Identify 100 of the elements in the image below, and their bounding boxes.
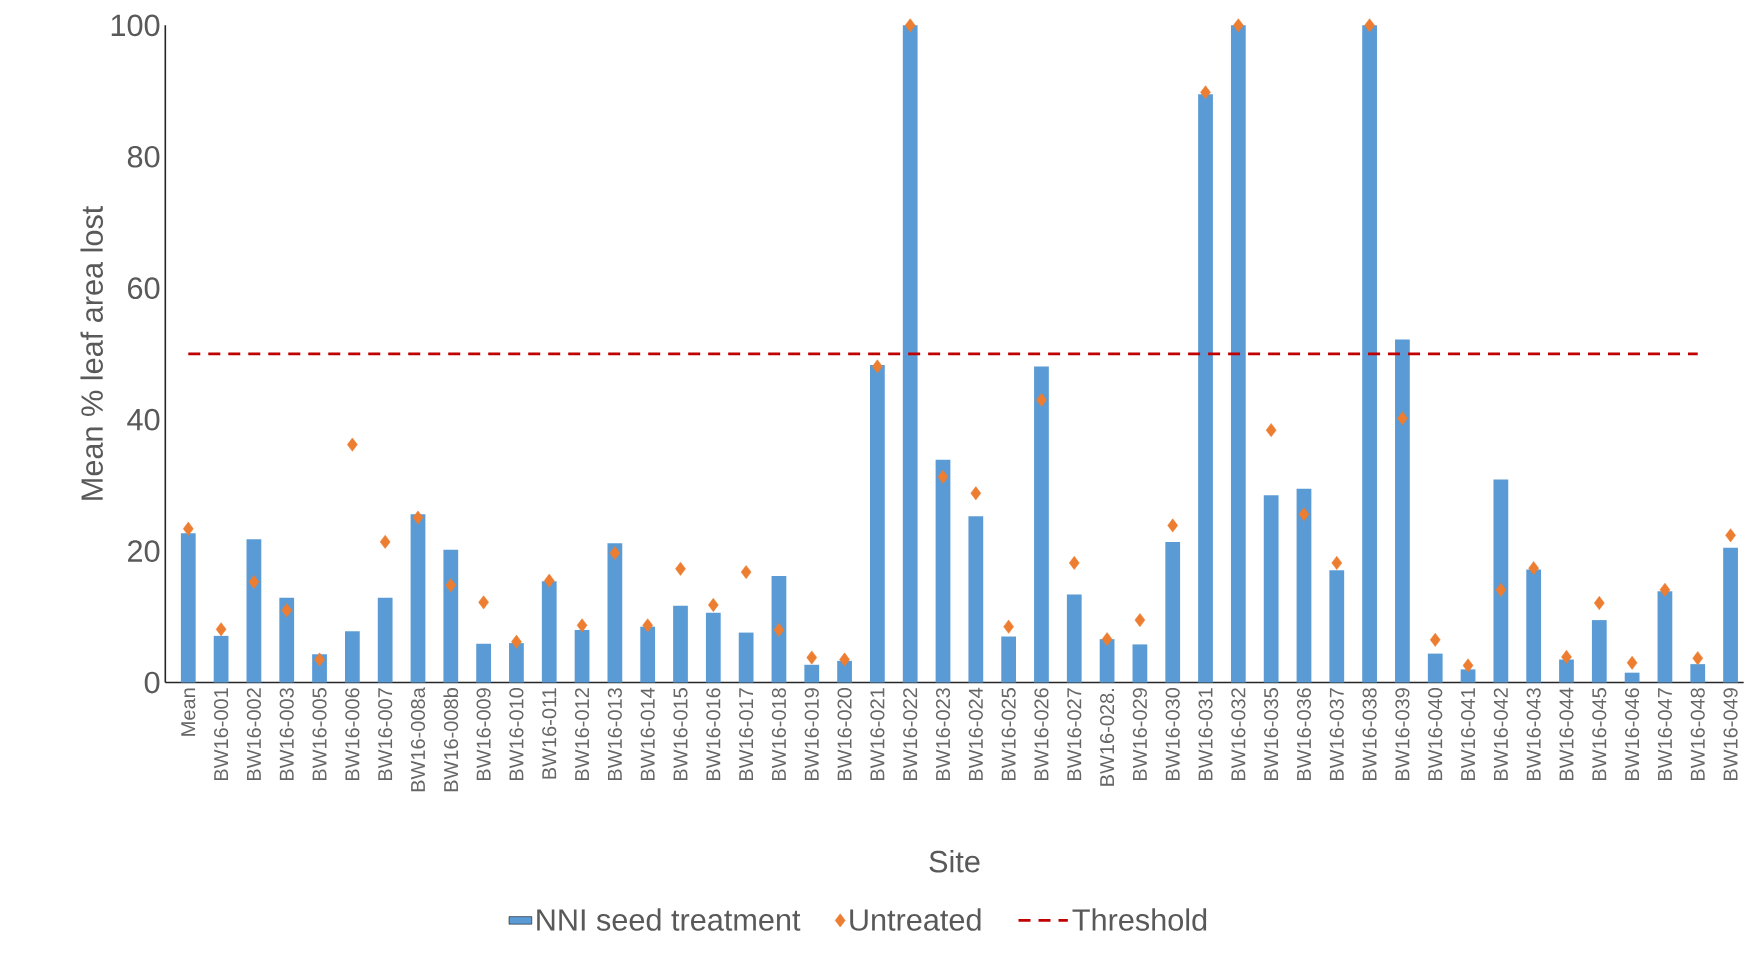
y-tick-label: 20: [128, 540, 160, 562]
x-tick-label: BW16-042: [1493, 688, 1508, 781]
bar: [1296, 488, 1312, 683]
point: [1003, 619, 1014, 634]
bar: [1526, 569, 1542, 683]
x-tick-label: BW16-008a: [410, 687, 426, 792]
x-tick-label: BW16-026: [1034, 688, 1049, 781]
bar: [1591, 620, 1607, 683]
point: [642, 618, 653, 633]
point: [1364, 18, 1375, 33]
x-tick-label: BW16-008b: [443, 688, 459, 792]
point: [379, 534, 391, 549]
point: [904, 18, 916, 33]
bar: [377, 597, 393, 683]
x-tick-label: BW16-037: [1329, 688, 1344, 781]
bar: [1690, 664, 1706, 683]
point: [215, 622, 227, 637]
bar: [968, 516, 984, 683]
point: [1528, 561, 1539, 576]
bar: [673, 605, 688, 683]
x-tick-label: BW16-035: [1264, 688, 1279, 781]
y-tick-label: 40: [127, 408, 160, 431]
x-tick-label: BW16-014: [640, 687, 655, 781]
point: [1725, 528, 1736, 543]
x-tick-label: BW16-022: [903, 688, 918, 781]
x-tick-label: BW16-039: [1395, 688, 1410, 781]
point: [1331, 555, 1343, 570]
bar: [1329, 570, 1345, 683]
point: [1594, 596, 1605, 610]
point: [1200, 85, 1211, 100]
bar: [476, 643, 491, 683]
legend-label: Untreated: [850, 908, 981, 931]
bar: [443, 549, 459, 683]
bar: [870, 365, 885, 683]
point: [773, 622, 785, 637]
bar: [1198, 94, 1213, 683]
x-tick-label: BW16-007: [378, 688, 393, 781]
x-tick-label: BW16-027: [1067, 688, 1082, 781]
x-tick-label: BW16-031: [1198, 688, 1213, 781]
bar: [837, 660, 852, 683]
bar: [1657, 591, 1673, 683]
point: [675, 561, 686, 576]
x-tick-label: BW16-012: [574, 688, 590, 781]
point: [412, 510, 424, 525]
x-tick-label: BW16-032: [1231, 688, 1246, 781]
point: [314, 652, 325, 667]
bar: [1427, 653, 1443, 683]
bar: [1723, 547, 1738, 683]
point: [1462, 658, 1474, 673]
point: [708, 597, 719, 612]
x-tick-label: BW16-016: [706, 688, 721, 781]
point: [281, 603, 292, 618]
point: [543, 573, 555, 588]
bar: [1263, 495, 1279, 683]
x-tick-label: BW16-045: [1592, 688, 1607, 781]
x-tick-label: BW16-041: [1460, 688, 1476, 781]
point: [1069, 555, 1080, 570]
x-tick-label: BW16-030: [1165, 687, 1180, 781]
bar: [279, 597, 295, 683]
point: [1298, 507, 1310, 522]
point: [1626, 655, 1638, 670]
bar: [410, 514, 426, 683]
x-tick-label: BW16-009: [476, 688, 491, 781]
point: [872, 359, 883, 374]
x-tick-label: BW16-023: [935, 688, 951, 781]
x-tick-label: BW16-006: [345, 688, 360, 781]
bar: [902, 25, 918, 683]
x-tick-label: BW16-005: [312, 688, 327, 781]
point: [937, 469, 949, 484]
bar: [1066, 594, 1082, 683]
point: [1495, 582, 1507, 597]
point: [1265, 423, 1277, 438]
x-tick-label: BW16-048: [1690, 688, 1705, 781]
bar: [509, 643, 524, 683]
bar: [771, 576, 787, 683]
x-axis-title: Site: [929, 849, 980, 873]
point: [1659, 582, 1671, 597]
point: [511, 634, 522, 649]
x-tick-label: BW16-028.: [1100, 689, 1115, 786]
point: [609, 546, 621, 560]
point: [1101, 632, 1113, 647]
point: [248, 574, 260, 589]
x-tick-label: Mean: [181, 688, 196, 736]
bar: [1559, 659, 1574, 683]
bar: [1165, 541, 1181, 683]
point: [1233, 18, 1244, 33]
point: [740, 565, 752, 579]
x-tick-label: BW16-003: [279, 688, 294, 781]
bar: [1034, 366, 1049, 683]
bar: [640, 626, 656, 683]
bar: [1395, 339, 1410, 683]
y-tick-label: 0: [144, 671, 160, 694]
y-tick-label: 100: [111, 14, 160, 37]
point: [576, 618, 588, 633]
point: [1397, 411, 1408, 426]
bar: [246, 539, 262, 683]
x-tick-label: BW16-010: [509, 687, 524, 781]
x-tick-label: BW16-020: [837, 687, 852, 781]
bar: [541, 581, 557, 683]
bar: [1230, 25, 1246, 683]
